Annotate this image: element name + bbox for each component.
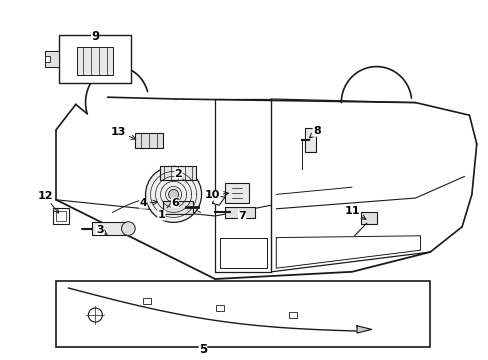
Bar — [160, 166, 196, 180]
Bar — [224, 183, 249, 203]
Bar — [56, 211, 66, 221]
Text: 9: 9 — [91, 30, 99, 42]
Bar — [289, 312, 297, 318]
Polygon shape — [212, 195, 224, 205]
Text: 3: 3 — [96, 225, 107, 235]
Bar — [361, 212, 376, 224]
Text: 1: 1 — [157, 199, 173, 220]
Text: 8: 8 — [309, 126, 320, 138]
Bar — [45, 51, 59, 67]
Bar — [163, 201, 193, 214]
Text: 12: 12 — [37, 191, 59, 213]
Bar — [77, 48, 113, 75]
Bar — [59, 35, 131, 84]
Text: 11: 11 — [344, 206, 365, 219]
Text: 2: 2 — [174, 168, 182, 179]
Bar — [142, 298, 150, 303]
Text: 13: 13 — [111, 127, 136, 139]
Circle shape — [122, 222, 135, 235]
Bar — [53, 208, 69, 224]
Text: 10: 10 — [204, 190, 228, 201]
Bar — [56, 281, 429, 347]
Bar — [45, 57, 50, 62]
Polygon shape — [356, 326, 371, 333]
Bar — [305, 129, 316, 152]
Bar — [135, 134, 163, 148]
Bar — [216, 305, 224, 311]
Bar — [224, 207, 254, 219]
Text: 5: 5 — [199, 343, 206, 356]
Text: 7: 7 — [238, 211, 245, 221]
Circle shape — [145, 166, 201, 222]
Text: 4: 4 — [139, 198, 157, 208]
Circle shape — [168, 189, 178, 199]
Text: 6: 6 — [171, 198, 179, 208]
Bar — [92, 222, 128, 235]
